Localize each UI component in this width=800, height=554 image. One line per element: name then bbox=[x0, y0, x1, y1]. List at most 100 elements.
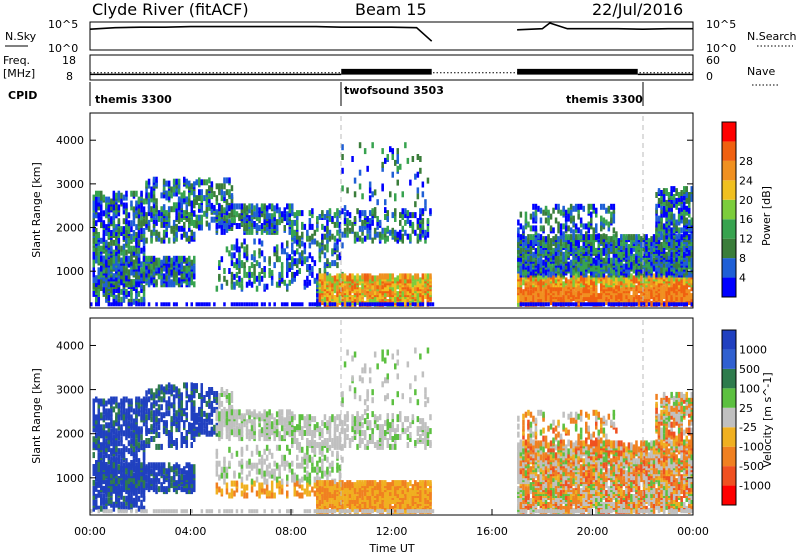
p-cell-587 bbox=[160, 237, 163, 244]
p-cell-1860 bbox=[419, 233, 422, 240]
power-frame bbox=[89, 112, 694, 309]
p-cell-2921 bbox=[559, 244, 563, 250]
p-cell-2476 bbox=[517, 293, 520, 300]
p-cell-249 bbox=[115, 224, 118, 231]
p-cell-1809 bbox=[386, 210, 390, 217]
p-cell-1257 bbox=[243, 221, 246, 227]
p-cell-913 bbox=[150, 267, 153, 274]
p-cell-4177 bbox=[690, 285, 694, 292]
p-cell-3367 bbox=[607, 257, 611, 264]
p-cell-3122 bbox=[582, 275, 586, 282]
p-cell-4200 bbox=[522, 233, 525, 240]
p-cell-802 bbox=[115, 259, 118, 266]
p-cell-1836 bbox=[404, 219, 407, 226]
p-cell-3306 bbox=[602, 297, 606, 303]
p-cell-650 bbox=[172, 178, 176, 185]
p-cell-1415 bbox=[233, 262, 236, 269]
p-cell-3974 bbox=[670, 285, 673, 292]
p-cell-1071 bbox=[190, 183, 194, 190]
p-cell-2434 bbox=[384, 207, 387, 214]
p-cell-3396 bbox=[610, 236, 613, 243]
p-cell-1769 bbox=[366, 233, 369, 240]
p-cell-4544 bbox=[175, 302, 178, 307]
p-cell-496 bbox=[140, 190, 143, 197]
v-cell-60 bbox=[97, 460, 101, 466]
p-cell-373 bbox=[130, 292, 133, 299]
p-cell-2057 bbox=[351, 273, 354, 280]
p-cell-435 bbox=[135, 237, 138, 244]
p-cell-3457 bbox=[617, 261, 621, 268]
p-cell-2410 bbox=[343, 205, 347, 212]
p-cell-684 bbox=[183, 231, 186, 238]
p-cell-486 bbox=[140, 218, 143, 225]
p-cell-3970 bbox=[670, 297, 673, 303]
p-cell-1803 bbox=[384, 227, 387, 234]
p-cell-4558 bbox=[238, 302, 241, 307]
p-cell-1240 bbox=[235, 211, 239, 218]
p-cell-522 bbox=[145, 218, 148, 224]
p-cell-2979 bbox=[567, 279, 570, 286]
p-cell-611 bbox=[165, 231, 168, 238]
power-swatch-2 bbox=[722, 238, 736, 259]
p-cell-1226 bbox=[230, 221, 234, 227]
p-cell-530 bbox=[145, 180, 148, 187]
p-cell-1726 bbox=[343, 231, 347, 238]
p-cell-2771 bbox=[547, 295, 550, 301]
p-cell-2481 bbox=[517, 281, 520, 288]
p-cell-671 bbox=[177, 188, 181, 195]
p-cell-2227 bbox=[389, 273, 392, 280]
p-cell-244 bbox=[115, 239, 118, 246]
p-cell-3459 bbox=[617, 255, 621, 262]
p-cell-2743 bbox=[542, 242, 545, 248]
p-cell-2369 bbox=[421, 277, 425, 284]
p-cell-3096 bbox=[579, 281, 583, 288]
p-cell-2215 bbox=[386, 273, 390, 280]
p-cell-1209 bbox=[220, 207, 224, 214]
v-cell-107 bbox=[100, 412, 103, 419]
p-cell-2486 bbox=[517, 265, 520, 272]
p-cell-3210 bbox=[590, 234, 593, 241]
p-cell-1446 bbox=[245, 281, 249, 288]
p-cell-3966 bbox=[667, 240, 671, 246]
v-cell-136 bbox=[102, 404, 106, 411]
p-cell-73 bbox=[97, 204, 101, 211]
p-cell-3186 bbox=[587, 234, 591, 241]
p-cell-90 bbox=[100, 216, 103, 223]
p-cell-2684 bbox=[537, 263, 540, 270]
p-cell-518 bbox=[142, 198, 146, 205]
p-cell-3637 bbox=[637, 295, 641, 301]
v-cell-42 bbox=[95, 432, 98, 439]
p-cell-792 bbox=[112, 255, 116, 262]
v-cell-206 bbox=[110, 422, 113, 429]
p-cell-1584 bbox=[313, 238, 317, 245]
p-cell-0 bbox=[92, 290, 96, 297]
p-cell-1166 bbox=[223, 183, 226, 190]
p-cell-444 bbox=[137, 298, 141, 305]
p-cell-1840 bbox=[406, 218, 410, 224]
p-cell-1391 bbox=[215, 285, 219, 292]
v-cell-47 bbox=[95, 418, 98, 425]
p-cell-1147 bbox=[218, 210, 221, 217]
p-cell-1120 bbox=[208, 222, 211, 229]
p-cell-1495 bbox=[273, 262, 276, 269]
p-cell-582 bbox=[155, 176, 158, 183]
p-cell-891 bbox=[145, 271, 148, 278]
p-cell-4259 bbox=[562, 205, 565, 212]
p-cell-359 bbox=[127, 269, 131, 276]
p-cell-1512 bbox=[280, 262, 284, 269]
p-cell-1441 bbox=[243, 266, 246, 272]
p-cell-348 bbox=[125, 202, 128, 209]
p-cell-883 bbox=[142, 265, 146, 272]
p-cell-2114 bbox=[366, 297, 369, 303]
p-cell-2073 bbox=[356, 291, 359, 298]
p-cell-1470 bbox=[258, 279, 261, 286]
p-cell-1000 bbox=[175, 265, 178, 272]
p-cell-32 bbox=[95, 281, 98, 288]
cpid-label: CPID bbox=[8, 89, 37, 102]
p-cell-390 bbox=[130, 226, 133, 233]
p-cell-1818 bbox=[394, 229, 397, 236]
p-cell-1454 bbox=[248, 271, 251, 278]
p-cell-633 bbox=[167, 180, 171, 187]
p-cell-935 bbox=[155, 257, 158, 264]
